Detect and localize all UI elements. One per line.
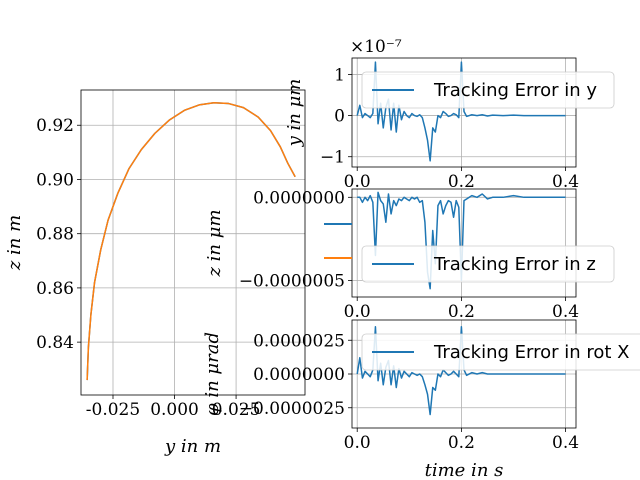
x-tick-label: 0.0 — [344, 433, 371, 453]
tracking-error-y-plot: 0.0 0.2 0.4 −1 0 1 y in μm ×10⁻⁷ Tracking Error … — [284, 37, 615, 192]
legend-label: Tracking Error in z — [433, 254, 596, 275]
legend-box — [361, 333, 640, 371]
y-tick-label: 0.90 — [36, 170, 74, 190]
tracking-error-z-plot: 0.0 0.2 0.4 0.0000000 −0.0000005 z in μm Track… — [204, 188, 615, 322]
x-tick-label: 0.4 — [552, 172, 579, 192]
x-tick-label: 0.0 — [344, 172, 371, 192]
x-axis-label: time in s — [425, 460, 504, 480]
axes-frame — [80, 89, 306, 396]
y-tick-label: 0.88 — [36, 225, 74, 245]
x-tick-label: 0.4 — [552, 433, 579, 453]
tracking-error-rotx-plot: 0.0 0.2 0.4 0.0000025 0.0000000 −0.0000025 tim… — [202, 319, 640, 480]
y-tick-label: 1 — [334, 65, 345, 85]
x-tick-label: 0.2 — [448, 302, 475, 322]
trajectory-plot: -0.025 0.000 0.025 0.84 0.86 0.88 0.90 0.92 y in… — [4, 89, 306, 457]
legend-label: Tracking Error in rot X — [433, 342, 630, 363]
y-tick-label: −0.0000025 — [239, 399, 345, 419]
y-axis-label: z in m — [4, 215, 25, 271]
legend-box — [361, 245, 615, 283]
x-tick-label: 0.2 — [448, 172, 475, 192]
y-tick-label: 0.92 — [36, 116, 74, 136]
y-axis-label: z in μm — [204, 209, 225, 277]
y-axis-label: φ in μrad — [202, 332, 223, 416]
x-axis-label: y in m — [164, 436, 221, 457]
legend-label: Tracking Error in y — [433, 80, 597, 101]
x-tick-label: 0.4 — [552, 302, 579, 322]
x-tick-label: 0.2 — [448, 433, 475, 453]
y-tick-label: 0.0000000 — [253, 365, 345, 385]
y-tick-label: 0.84 — [36, 333, 74, 353]
y-tick-label: 0.0000000 — [253, 188, 345, 208]
x-tick-label: -0.025 — [86, 400, 140, 420]
axes-frame — [351, 57, 577, 168]
x-tick-label: 0.0 — [344, 302, 371, 322]
y-tick-label: 0 — [334, 107, 345, 127]
axes-frame — [351, 188, 577, 298]
x-tick-label: 0.025 — [212, 400, 261, 420]
y-tick-label: 0.0000025 — [253, 331, 345, 351]
legend-box — [361, 71, 615, 109]
y-tick-label: −0.0000005 — [239, 271, 345, 291]
offset-text: ×10⁻⁷ — [350, 37, 402, 57]
y-tick-label: 0.86 — [36, 279, 74, 299]
x-tick-label: 0.000 — [150, 400, 199, 420]
series-line — [86, 101, 296, 381]
y-axis-label: y in μm — [284, 79, 305, 148]
y-tick-label: −1 — [320, 148, 345, 168]
